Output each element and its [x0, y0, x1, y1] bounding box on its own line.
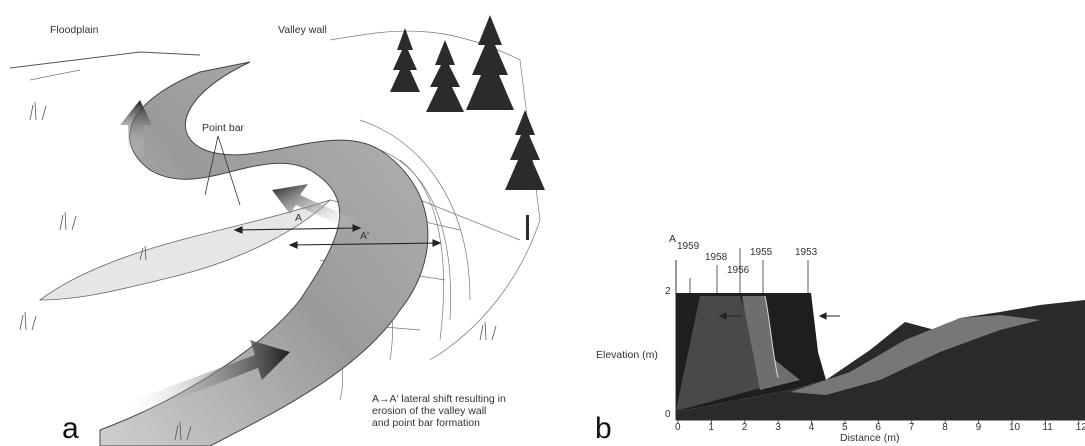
panel-a-letter: a: [62, 412, 79, 445]
tree-icon: [426, 40, 464, 112]
floodplain-label: Floodplain: [50, 24, 99, 36]
x-tick-label: 8: [942, 422, 948, 433]
year-label: 1956: [727, 265, 750, 276]
y-tick-label: 0: [665, 409, 671, 420]
panel-a-caption: A→A′ lateral shift resulting in erosion …: [372, 393, 572, 429]
vegetation: [19, 101, 497, 441]
tree-cluster: [390, 15, 545, 240]
a-outer-label: A′: [360, 230, 369, 242]
tree-icon: [390, 28, 420, 92]
year-markers: [689, 248, 809, 293]
year-label: 1955: [750, 247, 773, 258]
x-tick-label: 11: [1042, 422, 1053, 433]
point-bar-label: Point bar: [202, 122, 245, 134]
x-tick-label: 4: [808, 422, 815, 433]
flow-arrow-top: [120, 100, 152, 160]
caption-line: erosion of the valley wall: [372, 405, 487, 417]
x-tick-label: 6: [875, 422, 881, 433]
retreat-arrows: [718, 312, 840, 320]
year-label: 1953: [795, 247, 818, 258]
x-tick-label: 1: [708, 422, 714, 433]
tree-trunk: [526, 215, 529, 240]
x-tick-label: 5: [842, 422, 848, 433]
river-channel: [99, 61, 429, 446]
year-label: 1959: [677, 241, 700, 252]
point-bar: [38, 199, 331, 301]
x-tick-label: 0: [675, 422, 681, 433]
flow-arrow-bottom: [120, 340, 290, 418]
panel-b-letter: b: [595, 412, 612, 445]
flow-arrow-middle: [272, 184, 355, 230]
x-tick-label: 2: [741, 422, 748, 433]
point-a-label: A: [669, 233, 677, 245]
x-tick-label: 7: [908, 422, 915, 433]
x-tick-label: 10: [1009, 422, 1021, 433]
y-tick-label: 2: [665, 286, 671, 297]
year-label: 1958: [705, 252, 728, 263]
y-axis-label: Elevation (m): [596, 349, 658, 361]
point-bar-leader: [204, 135, 241, 206]
profile-grey-band: [790, 315, 1040, 395]
tree-icon: [466, 15, 514, 110]
caption-line: and point bar formation: [372, 417, 480, 429]
caption-line: A→A′ lateral shift resulting in: [372, 393, 506, 405]
profile-light-layer: [742, 296, 800, 390]
tree-icon: [505, 110, 545, 190]
lateral-shift-markers: [233, 224, 442, 249]
a-inner-label: A: [295, 212, 303, 224]
x-tick-label: 3: [775, 422, 781, 433]
valley-wall-label: Valley wall: [278, 24, 327, 36]
x-tick-label: 9: [975, 422, 982, 433]
x-axis-label: Distance (m): [840, 432, 900, 444]
floodplain-line: [9, 51, 201, 69]
x-tick-label: 12: [1075, 422, 1085, 433]
